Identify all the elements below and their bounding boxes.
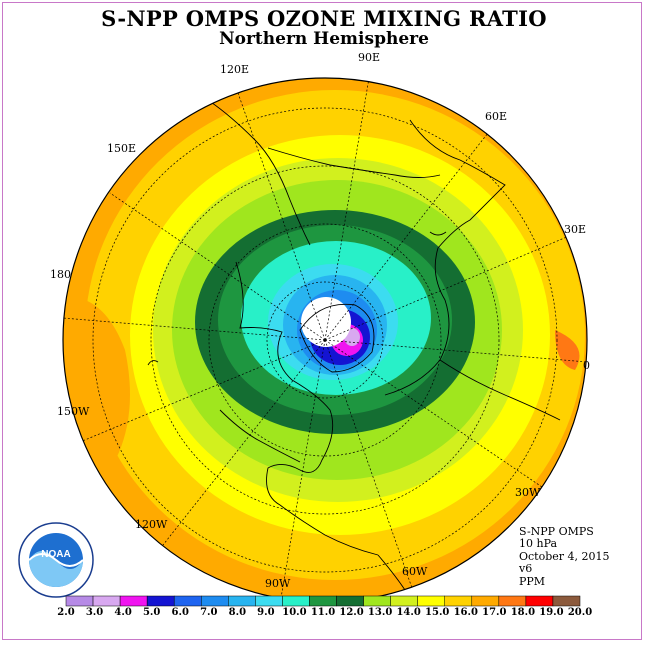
colorbar-tick-label: 9.0 xyxy=(257,607,275,618)
lon-label-120w: 120W xyxy=(135,518,168,531)
lon-label-150w: 150W xyxy=(57,405,90,418)
colorbar-tick-label: 12.0 xyxy=(339,607,364,618)
band-outer-lobe xyxy=(76,300,130,470)
colorbar-tick-label: 8.0 xyxy=(228,607,247,618)
colorbar-tick-label: 7.0 xyxy=(200,607,218,618)
colorbar-tick-label: 13.0 xyxy=(367,607,393,618)
colorbar-tick-label: 16.0 xyxy=(453,607,478,618)
map-title: S-NPP OMPS OZONE MIXING RATIO xyxy=(101,6,547,31)
colorbar-tick-label: 14.0 xyxy=(396,607,421,618)
info-date: October 4, 2015 xyxy=(519,549,610,563)
lon-label-90w: 90W xyxy=(265,577,291,590)
info-pressure: 10 hPa xyxy=(519,537,558,551)
noaa-logo: NOAA xyxy=(18,522,94,598)
lon-label-120e: 120E xyxy=(220,63,250,76)
info-version: v6 xyxy=(519,562,533,576)
lon-label-150e: 150E xyxy=(107,142,137,155)
colorbar-tick-label: 17.0 xyxy=(482,607,507,618)
lon-label-60w: 60W xyxy=(402,565,428,578)
colorbar-tick-label: 5.0 xyxy=(142,607,161,618)
lon-label-0: 0 xyxy=(583,359,590,372)
map-info: S-NPP OMPS 10 hPa October 4, 2015 v6 PPM xyxy=(519,525,610,588)
graticule xyxy=(63,78,587,599)
band-17-18 xyxy=(555,330,580,370)
colorbar-tick-label: 10.0 xyxy=(282,607,307,618)
colorbar-tick-label: 15.0 xyxy=(425,607,450,618)
lon-label-90e: 90E xyxy=(358,51,381,64)
map-subtitle: Northern Hemisphere xyxy=(219,29,429,49)
figure-frame xyxy=(2,2,642,640)
info-units: PPM xyxy=(519,574,546,588)
colorbar-tick-label: 19.0 xyxy=(539,607,564,618)
lon-label-180: 180 xyxy=(50,268,71,281)
lon-label-60e: 60E xyxy=(485,110,508,123)
colorbar-tick-label: 18.0 xyxy=(510,607,536,618)
coastlines xyxy=(147,94,561,591)
noaa-logo-text: NOAA xyxy=(41,549,70,560)
colorbar-tick-label: 3.0 xyxy=(85,607,104,618)
colorbar-tick-label: 6.0 xyxy=(171,607,189,618)
colorbar-tick-label: 4.0 xyxy=(114,607,132,618)
colorbar-tick-label: 20.0 xyxy=(567,607,593,618)
info-instrument: S-NPP OMPS xyxy=(519,525,594,538)
polar-night-region xyxy=(301,297,351,347)
lon-label-30w: 30W xyxy=(515,486,541,499)
colorbar-tick-label: 2.0 xyxy=(57,607,75,618)
lon-label-30e: 30E xyxy=(564,223,587,236)
colorbar-tick-label: 11.0 xyxy=(310,607,336,618)
